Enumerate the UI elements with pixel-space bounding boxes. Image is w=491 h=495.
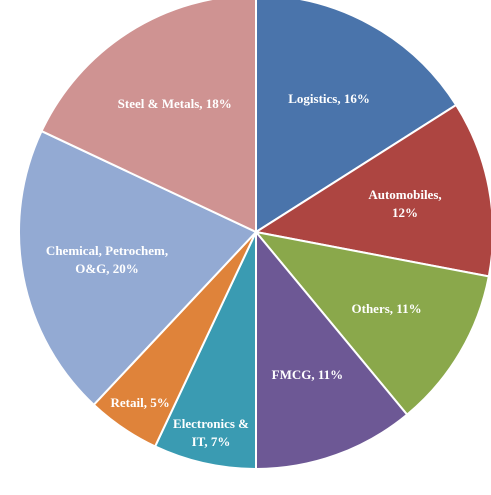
data-label: Automobiles, 12%	[368, 186, 442, 220]
data-label: FMCG, 11%	[271, 366, 344, 382]
pie-slice	[255, 0, 458, 234]
pie-slice	[253, 230, 490, 417]
data-label: Others, 11%	[351, 301, 422, 317]
data-label: Retail, 5%	[110, 394, 170, 410]
data-label: Steel & Metals, 18%	[117, 95, 232, 111]
pie-slice	[40, 0, 257, 234]
pie-slice	[153, 231, 257, 471]
pie-slice	[255, 229, 409, 471]
data-label: Logistics, 16%	[288, 91, 370, 107]
pie-slice	[18, 129, 258, 407]
data-label: Electronics & IT, 7%	[173, 416, 249, 450]
data-label: Chemical, Petrochem, O&G, 20%	[45, 243, 169, 277]
